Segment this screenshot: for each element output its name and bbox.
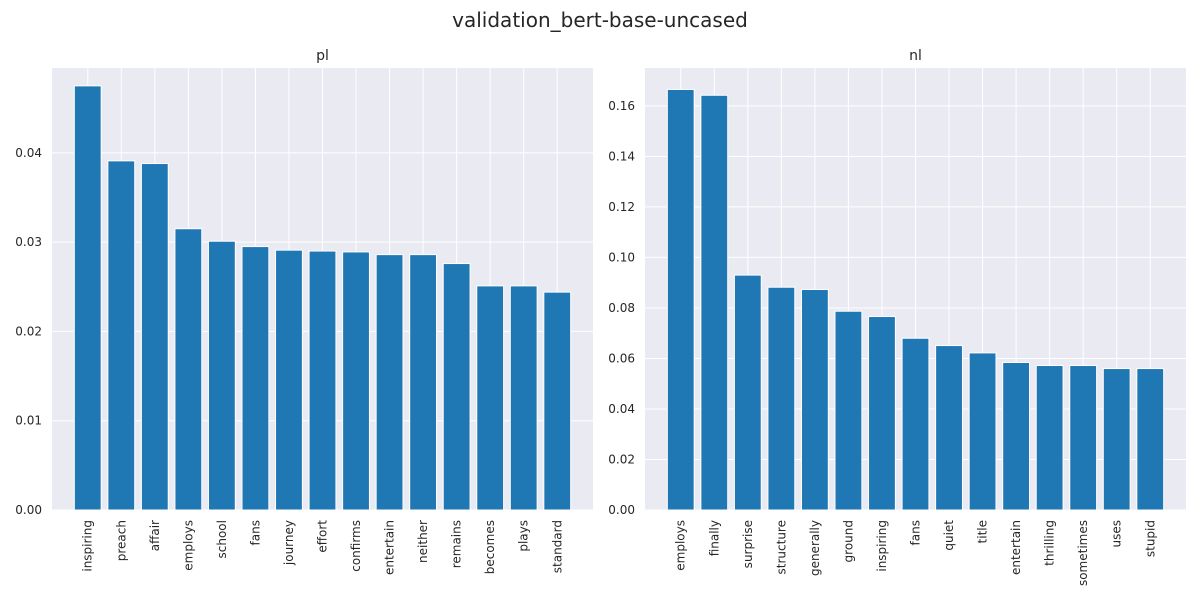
panel-nl: 0.00 0.02 0.04 0.06 0.08 0.10 0.12 0.14 0.16 emp… — [608, 48, 1186, 586]
bar-pl-plays — [509, 285, 538, 511]
x-tick-label-pl: inspiring — [81, 520, 95, 572]
bar-nl-sometimes — [1069, 365, 1098, 511]
bar-nl-employs — [666, 88, 695, 511]
x-tick-label-nl: uses — [1110, 520, 1124, 548]
figure-suptitle: validation_bert-base-uncased — [452, 8, 748, 32]
bar-nl-title — [968, 352, 997, 511]
bar-pl-neither — [409, 254, 438, 511]
y-tick-label-pl: 0.04 — [15, 146, 42, 160]
bar-nl-thrilling — [1035, 365, 1064, 511]
x-tick-label-pl: preach — [114, 520, 128, 561]
x-tick-label-pl: employs — [181, 520, 195, 571]
y-tick-label-nl: 0.12 — [608, 200, 635, 214]
x-tick-label-pl: remains — [450, 520, 464, 568]
y-tick-labels-pl: 0.00 0.01 0.02 0.03 0.04 — [15, 146, 42, 517]
x-tick-label-pl: journey — [282, 520, 296, 566]
y-tick-label-nl: 0.06 — [608, 351, 635, 365]
bar-pl-becomes — [476, 285, 505, 511]
x-tick-label-pl: becomes — [483, 520, 497, 574]
x-tick-label-pl: confirms — [349, 520, 363, 572]
panel-title-pl: pl — [316, 48, 329, 64]
bar-nl-finally — [700, 94, 729, 511]
bar-pl-preach — [107, 160, 136, 511]
x-tick-label-nl: quiet — [942, 520, 956, 551]
y-tick-label-pl: 0.01 — [15, 414, 42, 428]
bar-pl-school — [207, 240, 236, 511]
panel-title-nl: nl — [909, 48, 922, 64]
bar-pl-fans — [241, 246, 270, 511]
x-tick-label-nl: fans — [909, 520, 923, 545]
bar-pl-remains — [442, 263, 471, 511]
bars-pl — [73, 85, 572, 511]
bar-pl-journey — [275, 249, 303, 511]
x-tick-label-nl: generally — [808, 520, 822, 576]
y-tick-label-pl: 0.03 — [15, 235, 42, 249]
x-tick-label-nl: ground — [841, 520, 855, 562]
panel-pl: 0.00 0.01 0.02 0.03 0.04 inspiring preach affa… — [15, 48, 593, 575]
x-tick-label-nl: entertain — [1009, 520, 1023, 575]
x-tick-label-pl: effort — [316, 520, 330, 553]
x-tick-label-nl: sometimes — [1076, 520, 1090, 586]
x-tick-label-nl: structure — [774, 520, 788, 574]
bar-pl-effort — [308, 250, 337, 511]
bar-pl-affair — [140, 163, 169, 511]
x-tick-label-nl: title — [976, 520, 990, 543]
x-tick-label-pl: neither — [416, 520, 430, 563]
y-tick-label-nl: 0.04 — [608, 402, 635, 416]
bar-nl-stupid — [1136, 368, 1165, 511]
x-tick-label-nl: inspiring — [875, 520, 889, 572]
bar-pl-confirms — [342, 251, 370, 511]
x-tick-label-nl: finally — [707, 520, 721, 556]
bar-nl-uses — [1102, 368, 1131, 511]
y-tick-label-nl: 0.16 — [608, 99, 635, 113]
x-tick-label-pl: affair — [148, 520, 162, 551]
y-tick-label-pl: 0.02 — [15, 324, 42, 338]
bars-nl — [666, 88, 1165, 511]
bar-pl-employs — [174, 228, 203, 511]
bar-nl-ground — [834, 310, 863, 511]
x-tick-label-nl: thrilling — [1043, 520, 1057, 566]
bar-pl-inspiring — [73, 85, 102, 511]
x-tick-labels-pl: inspiring preach affair employs school fans jo… — [81, 520, 565, 575]
bar-nl-entertain — [1002, 361, 1031, 511]
bar-nl-fans — [901, 337, 930, 511]
y-tick-label-nl: 0.08 — [608, 301, 635, 315]
x-tick-label-nl: employs — [674, 520, 688, 571]
bar-nl-surprise — [733, 274, 762, 511]
y-tick-labels-nl: 0.00 0.02 0.04 0.06 0.08 0.10 0.12 0.14 0.16 — [608, 99, 635, 517]
x-tick-label-pl: school — [215, 520, 229, 558]
bar-pl-entertain — [375, 254, 404, 511]
y-tick-label-nl: 0.14 — [608, 149, 635, 163]
x-tick-label-pl: fans — [248, 520, 262, 545]
x-tick-label-nl: surprise — [741, 520, 755, 568]
y-tick-label-nl: 0.00 — [608, 503, 635, 517]
y-tick-label-pl: 0.00 — [15, 503, 42, 517]
bar-nl-generally — [800, 289, 829, 511]
x-tick-label-pl: plays — [517, 520, 531, 552]
x-tick-label-pl: entertain — [383, 520, 397, 575]
bar-nl-quiet — [935, 345, 963, 511]
bar-nl-structure — [767, 286, 796, 511]
x-tick-label-nl: stupid — [1143, 520, 1157, 557]
x-tick-labels-nl: employs finally surprise structure generally… — [674, 520, 1158, 586]
x-tick-label-pl: standard — [550, 520, 564, 573]
bar-pl-standard — [543, 291, 572, 511]
y-tick-label-nl: 0.02 — [608, 452, 635, 466]
bar-nl-inspiring — [868, 316, 896, 511]
y-tick-label-nl: 0.10 — [608, 250, 635, 264]
